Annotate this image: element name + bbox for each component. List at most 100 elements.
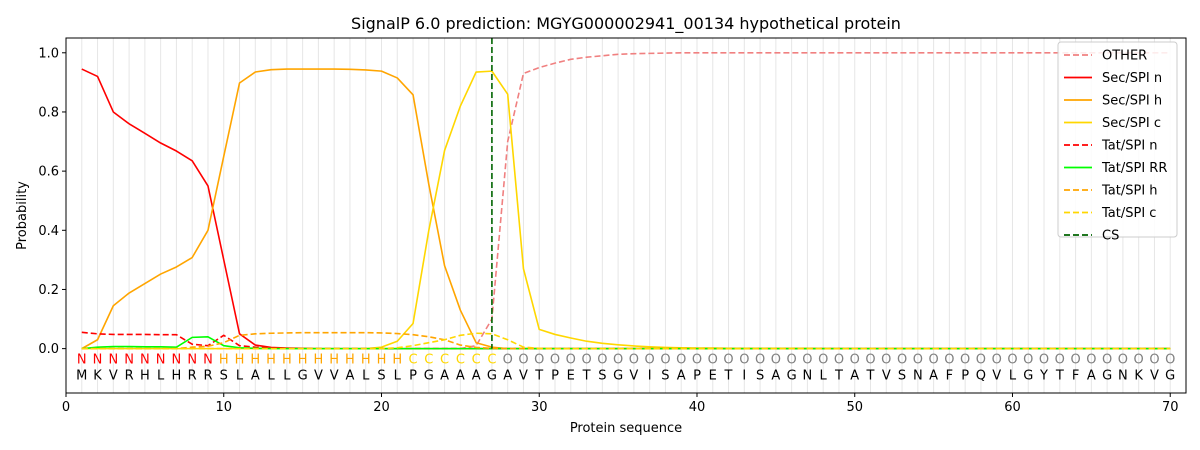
sequence-letter: T [1055,369,1064,384]
sequence-letter: A [1087,369,1096,384]
legend-label: CS [1102,229,1119,244]
annotation-letter: O [1023,352,1033,367]
x-tick-label: 40 [689,400,706,415]
annotation-letter: H [235,352,245,367]
annotation-letter: O [723,352,733,367]
sequence-letter: A [440,369,449,384]
annotation-letter: O [518,352,528,367]
annotation-letter: O [1102,352,1112,367]
sequence-letter: G [1165,369,1175,384]
legend-label: Sec/SPI n [1102,71,1162,86]
annotation-letter: O [629,352,639,367]
sequence-letter: L [283,369,291,384]
y-tick-label: 0.4 [38,224,59,239]
annotation-letter: N [156,352,166,367]
sequence-letter: V [519,369,528,384]
annotation-letter: N [93,352,103,367]
annotation-letter: O [960,352,970,367]
y-tick-label: 0.0 [38,342,59,357]
annotation-letter: O [865,352,875,367]
sequence-letter: N [803,369,813,384]
sequence-letter: N [1118,369,1128,384]
annotation-letter: O [850,352,860,367]
annotation-letter: O [802,352,812,367]
annotation-letter: O [1149,352,1159,367]
sequence-letter: S [377,369,385,384]
legend-label: Tat/SPI RR [1101,161,1167,176]
annotation-letter: N [108,352,118,367]
sequence-letter: A [345,369,354,384]
annotation-letter: O [1086,352,1096,367]
annotation-letter: O [566,352,576,367]
sequence-letter: M [76,369,87,384]
sequence-letter: V [629,369,638,384]
sequence-letter: S [661,369,669,384]
x-tick-label: 30 [531,400,548,415]
series-line-sec-spi-n [81,68,1171,350]
sequence-letter: V [330,369,339,384]
annotation-letter: C [487,352,496,367]
annotation-letter: O [944,352,954,367]
x-axis-title: Protein sequence [570,421,682,436]
sequence-letter: T [866,369,875,384]
annotation-letter: N [172,352,182,367]
sequence-letter: V [992,369,1001,384]
series-line-other [81,51,1171,350]
annotation-letter: O [1055,352,1065,367]
sequence-letter: L [236,369,244,384]
sequence-letter: T [534,369,543,384]
chart-title: SignalP 6.0 prediction: MGYG000002941_00… [351,14,901,34]
annotation-letter: O [1007,352,1017,367]
annotation-letter: O [1039,352,1049,367]
x-tick-label: 10 [215,400,232,415]
annotation-letter: H [329,352,339,367]
annotation-letter: H [361,352,371,367]
sequence-letter: L [267,369,275,384]
annotation-letter: O [834,352,844,367]
sequence-letter: E [709,369,717,384]
x-tick-label: 0 [62,400,70,415]
annotation-letter: O [676,352,686,367]
annotation-letter: O [771,352,781,367]
annotation-letter: C [409,352,418,367]
sequence-letter: R [125,369,134,384]
annotation-letter: H [392,352,402,367]
annotation-letter: O [550,352,560,367]
annotation-letter: O [581,352,591,367]
annotation-letter: O [881,352,891,367]
y-tick-label: 0.8 [38,105,59,120]
sequence-letter: A [850,369,859,384]
sequence-letter: V [109,369,118,384]
annotation-letter: O [708,352,718,367]
y-axis-title: Probability [15,181,30,250]
sequence-letter: V [1150,369,1159,384]
sequence-letter: H [172,369,182,384]
sequence-letter: F [1072,369,1079,384]
x-tick-label: 20 [373,400,390,415]
annotation-letter: N [187,352,197,367]
sequence-letter: N [913,369,923,384]
y-tick-label: 0.6 [38,165,59,180]
sequence-letter: L [820,369,828,384]
sequence-letter: L [1009,369,1017,384]
sequence-letter: P [409,369,417,384]
legend-label: Tat/SPI h [1101,184,1158,199]
annotation-letter: O [1134,352,1144,367]
legend-label: Sec/SPI c [1102,116,1161,131]
annotation-letter: H [377,352,387,367]
sequence-letter: G [424,369,434,384]
sequence-letter: S [898,369,906,384]
sequence-letter: V [314,369,323,384]
annotation-letter: O [755,352,765,367]
sequence-letter: S [220,369,228,384]
sequence-letter: Q [976,369,986,384]
sequence-letter: P [961,369,969,384]
legend-box [1057,41,1178,238]
sequence-letter: Y [1039,369,1048,384]
sequence-letter: T [834,369,843,384]
legend-label: OTHER [1102,49,1147,64]
series-lines [81,51,1171,350]
annotation-letter: H [266,352,276,367]
